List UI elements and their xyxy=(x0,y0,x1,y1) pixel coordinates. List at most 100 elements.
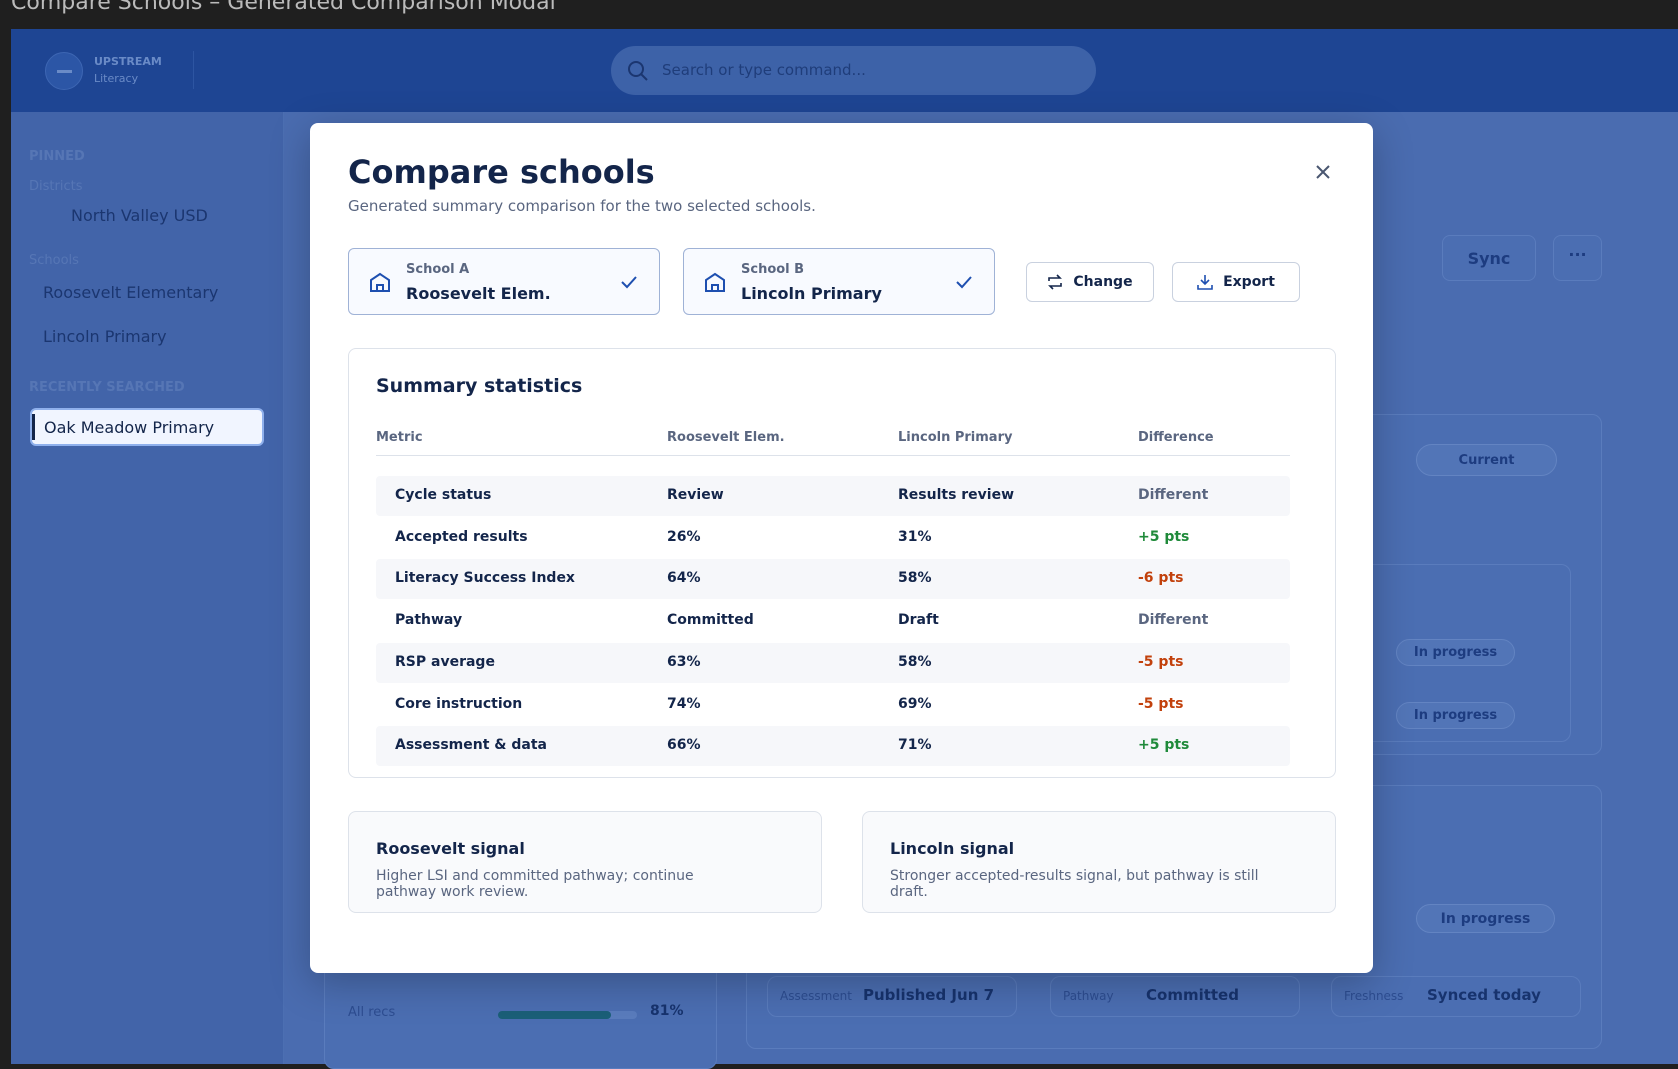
progress-track xyxy=(498,1011,637,1019)
cell: +5 pts xyxy=(1138,528,1190,545)
cell: -5 pts xyxy=(1138,695,1184,712)
metric: Pathway xyxy=(395,612,463,629)
cell: Review xyxy=(667,487,724,503)
pill: In progress xyxy=(1396,639,1515,666)
cell: Different xyxy=(1138,612,1209,629)
button-label: Export xyxy=(1223,274,1275,290)
check xyxy=(621,276,637,289)
row-band xyxy=(376,642,1290,683)
progress-value: 81% xyxy=(650,1003,684,1019)
pill: In progress xyxy=(1416,904,1555,933)
search[interactable]: Search or type command... xyxy=(611,46,1096,95)
fact-label: Pathway xyxy=(1063,989,1114,1003)
signal-title: Lincoln signal xyxy=(890,839,1015,858)
export-button[interactable]: Export xyxy=(1172,262,1300,302)
button-label: Change xyxy=(1073,274,1133,290)
cell: 58% xyxy=(898,653,932,670)
column-header: Lincoln Primary xyxy=(898,430,1013,445)
column-header: Difference xyxy=(1138,430,1214,445)
cell: +5 pts xyxy=(1138,737,1190,754)
pill: In progress xyxy=(1396,702,1515,729)
row-band xyxy=(376,476,1290,516)
nav-item[interactable]: Roosevelt Elementary xyxy=(43,283,219,302)
check xyxy=(956,276,972,289)
search-placeholder: Search or type command... xyxy=(662,61,866,79)
metric: Core instruction xyxy=(395,695,523,712)
column-header: Roosevelt Elem. xyxy=(667,430,785,445)
modal: Compare schools Generated summary compar… xyxy=(310,123,1373,973)
cell: 71% xyxy=(898,737,932,754)
summary-panel: Summary statistics Metric Roosevelt Elem.… xyxy=(348,348,1336,778)
fact-value: Synced today xyxy=(1427,986,1541,1004)
fact-value: Committed xyxy=(1146,986,1239,1004)
brand-sub: Literacy xyxy=(94,72,139,85)
brand: UPSTREAM xyxy=(94,55,162,68)
icon xyxy=(1048,274,1063,290)
cell: 64% xyxy=(667,570,701,587)
progress-label: All recs xyxy=(348,1005,396,1020)
school-icon xyxy=(370,272,390,292)
change-button[interactable]: Change xyxy=(1026,262,1154,302)
cell: 58% xyxy=(898,570,932,587)
cell: 66% xyxy=(667,737,701,754)
modal-title: Compare schools xyxy=(348,153,655,191)
section-label: Districts xyxy=(29,179,83,194)
window-title: Compare Schools – Generated Comparison M… xyxy=(11,0,556,15)
rule xyxy=(376,455,1290,456)
metric: Literacy Success Index xyxy=(395,570,575,587)
fact-card: Pathway Committed xyxy=(1050,976,1300,1017)
cell: 74% xyxy=(667,695,701,712)
nav-item-focused[interactable]: Oak Meadow Primary xyxy=(30,408,264,446)
header: UPSTREAM Literacy Search or type command… xyxy=(11,29,1678,112)
search-icon xyxy=(628,61,648,81)
panel-title: Summary statistics xyxy=(376,375,583,397)
card-label: School B xyxy=(741,262,805,277)
signal-card: Roosevelt signal Higher LSI and committed… xyxy=(348,811,822,913)
school-card[interactable]: School B Lincoln Primary xyxy=(683,248,995,315)
cell: 26% xyxy=(667,528,701,545)
cell: Draft xyxy=(898,612,939,629)
more-button[interactable]: ··· xyxy=(1553,235,1602,281)
card-value: Roosevelt Elem. xyxy=(406,284,551,303)
nav-item-label: Oak Meadow Primary xyxy=(44,418,215,437)
cell: 63% xyxy=(667,653,701,670)
sync-button[interactable]: Sync xyxy=(1442,235,1536,281)
fact-label: Assessment xyxy=(780,989,852,1003)
logo xyxy=(45,52,83,90)
cell: -6 pts xyxy=(1138,570,1184,587)
fact-value: Published Jun 7 xyxy=(863,986,995,1004)
sidebar: PINNED Districts North Valley USD School… xyxy=(11,112,284,1064)
cell: Different xyxy=(1138,487,1209,503)
fact-label: Freshness xyxy=(1344,989,1404,1003)
cell: -5 pts xyxy=(1138,653,1184,670)
metric: Assessment & data xyxy=(395,737,547,754)
progress-bar xyxy=(498,1011,611,1019)
school-card[interactable]: School A Roosevelt Elem. xyxy=(348,248,660,315)
cell: Committed xyxy=(667,612,754,629)
nav-item[interactable]: Lincoln Primary xyxy=(43,327,167,346)
close-button[interactable] xyxy=(1315,164,1331,180)
fact-card: Assessment Published Jun 7 xyxy=(767,976,1017,1017)
signal-card: Lincoln signal Stronger accepted-results … xyxy=(862,811,1336,913)
metric: Cycle status xyxy=(395,487,492,503)
row-band xyxy=(376,559,1290,600)
icon xyxy=(1197,275,1213,290)
row-band xyxy=(376,726,1290,767)
section-label: RECENTLY SEARCHED xyxy=(29,380,185,395)
column-header: Metric xyxy=(376,430,423,445)
section-label: Schools xyxy=(29,253,79,268)
cell: 69% xyxy=(898,695,932,712)
metric: RSP average xyxy=(395,653,495,670)
school-icon xyxy=(705,272,725,292)
cell: 31% xyxy=(898,528,932,545)
fact-card: Freshness Synced today xyxy=(1331,976,1581,1017)
section-label: PINNED xyxy=(29,149,85,164)
signal-title: Roosevelt signal xyxy=(376,839,525,858)
sync-label: Sync xyxy=(1467,248,1511,268)
nav-item[interactable]: North Valley USD xyxy=(71,206,208,225)
card-label: School A xyxy=(406,262,470,277)
modal-subtitle: Generated summary comparison for the two… xyxy=(348,197,816,215)
cell: Results review xyxy=(898,487,1015,503)
pill: Current xyxy=(1416,444,1557,476)
card-value: Lincoln Primary xyxy=(741,284,882,303)
